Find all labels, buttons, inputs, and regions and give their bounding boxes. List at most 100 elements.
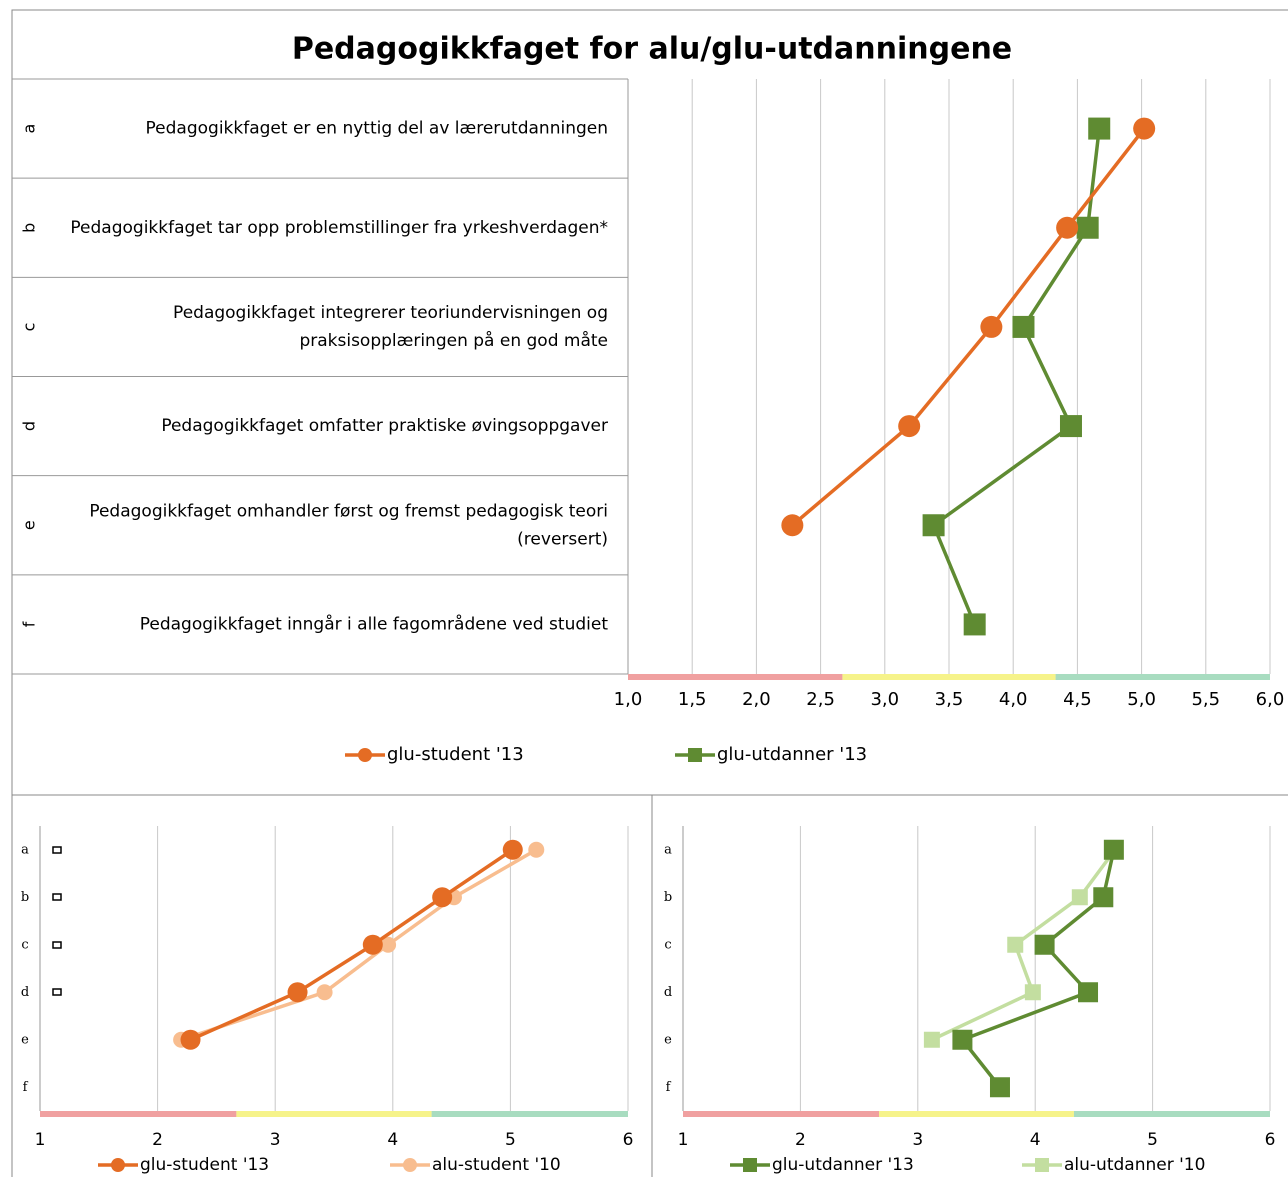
frame [651, 794, 1288, 1177]
x-tick-label: 3 [912, 1130, 923, 1150]
marker [1012, 315, 1035, 338]
y-tick-label: f [666, 1080, 672, 1095]
band [40, 1111, 237, 1117]
band [431, 1111, 628, 1117]
x-tick-label: 5 [505, 1130, 516, 1150]
y-tick-label: f [23, 1080, 29, 1095]
marker [923, 1031, 940, 1048]
y-tick-label: b [20, 223, 39, 233]
marker [380, 936, 397, 953]
marker [1007, 936, 1024, 953]
x-tick-label: 3,5 [935, 689, 964, 710]
y-tick-label: c [20, 323, 39, 332]
marker [1034, 934, 1055, 955]
marker [922, 514, 945, 537]
marker [403, 1158, 417, 1172]
statement: Pedagogikkfaget omhandler først og frems… [89, 501, 608, 521]
x-tick-label: 4,0 [999, 689, 1028, 710]
band [236, 1111, 432, 1117]
x-tick-label: 5,5 [1191, 689, 1220, 710]
band [879, 1111, 1074, 1117]
statement: praksisopplæringen på en god måte [299, 330, 608, 351]
legend-label: glu-utdanner '13 [717, 744, 867, 765]
x-tick-label: 4 [387, 1130, 398, 1150]
marker [1078, 982, 1099, 1003]
x-tick-label: 1,0 [614, 689, 643, 710]
x-tick-label: 6 [1265, 1130, 1276, 1150]
series-line [931, 848, 1117, 1042]
marker [362, 934, 383, 955]
marker [688, 748, 702, 762]
x-tick-label: 3,0 [870, 689, 899, 710]
marker [432, 887, 453, 908]
x-tick-label: 4 [1030, 1130, 1041, 1150]
marker [898, 415, 921, 438]
marker [316, 984, 333, 1001]
marker [1093, 887, 1114, 908]
marker [287, 982, 308, 1003]
y-tick-label: e [20, 520, 39, 530]
statement: Pedagogikkfaget er en nyttig del av lære… [146, 119, 608, 139]
series-line [959, 849, 1116, 1089]
x-tick-label: 6,0 [1256, 689, 1285, 710]
marker [980, 315, 1003, 338]
x-tick-label: 5,0 [1127, 689, 1156, 710]
marker [1103, 839, 1124, 860]
marker [1133, 117, 1156, 140]
marker [1056, 216, 1079, 239]
marker [1024, 984, 1041, 1001]
legend-label: glu-student '13 [140, 1155, 269, 1175]
x-tick-label: 2 [152, 1130, 163, 1150]
statement: (reversert) [517, 529, 608, 549]
marker [502, 839, 523, 860]
y-tick-label: e [664, 1032, 672, 1047]
marker [989, 1077, 1010, 1098]
series-line [189, 848, 514, 1042]
x-tick-label: 1 [35, 1130, 46, 1150]
marker [180, 1029, 201, 1050]
y-tick-label: c [664, 937, 671, 952]
y-tick-label: c [21, 937, 28, 952]
x-tick-label: 4,5 [1063, 689, 1092, 710]
x-tick-label: 5 [1147, 1130, 1158, 1150]
y-tick-label: a [21, 842, 29, 857]
legend-label: glu-utdanner '13 [772, 1155, 914, 1175]
x-tick-label: 1,5 [678, 689, 707, 710]
statement: Pedagogikkfaget inngår i alle fagområden… [140, 613, 609, 634]
marker [1071, 889, 1088, 906]
marker [528, 841, 545, 858]
legend-label: alu-utdanner '10 [1064, 1155, 1205, 1175]
x-tick-label: 3 [270, 1130, 281, 1150]
y-tick-label: a [20, 124, 39, 134]
marker [1035, 1158, 1049, 1172]
x-tick-label: 1 [678, 1130, 689, 1150]
box-icons [52, 846, 62, 996]
marker [358, 748, 372, 762]
y-tick-label: f [20, 621, 39, 627]
marker [1059, 415, 1082, 438]
band [1055, 674, 1270, 680]
x-tick-label: 2,5 [806, 689, 835, 710]
y-tick-label: a [664, 842, 672, 857]
x-tick-label: 2 [795, 1130, 806, 1150]
statement: Pedagogikkfaget integrerer teoriundervis… [173, 303, 608, 323]
series-line [931, 128, 1101, 626]
band [628, 674, 843, 680]
x-tick-label: 2,0 [742, 689, 771, 710]
y-tick-label: d [20, 421, 39, 431]
y-tick-label: b [664, 890, 672, 905]
marker [743, 1158, 757, 1172]
y-tick-label: b [21, 890, 29, 905]
y-tick-label: e [21, 1032, 29, 1047]
band [683, 1111, 880, 1117]
statement: Pedagogikkfaget tar opp problemstillinge… [70, 218, 608, 238]
chart-title: Pedagogikkfaget for alu/glu-utdanningene [292, 32, 1012, 67]
y-tick-label: d [21, 985, 29, 1000]
band [842, 674, 1056, 680]
marker [952, 1029, 973, 1050]
marker [1076, 216, 1099, 239]
marker [111, 1158, 125, 1172]
legend-label: alu-student '10 [432, 1155, 561, 1175]
